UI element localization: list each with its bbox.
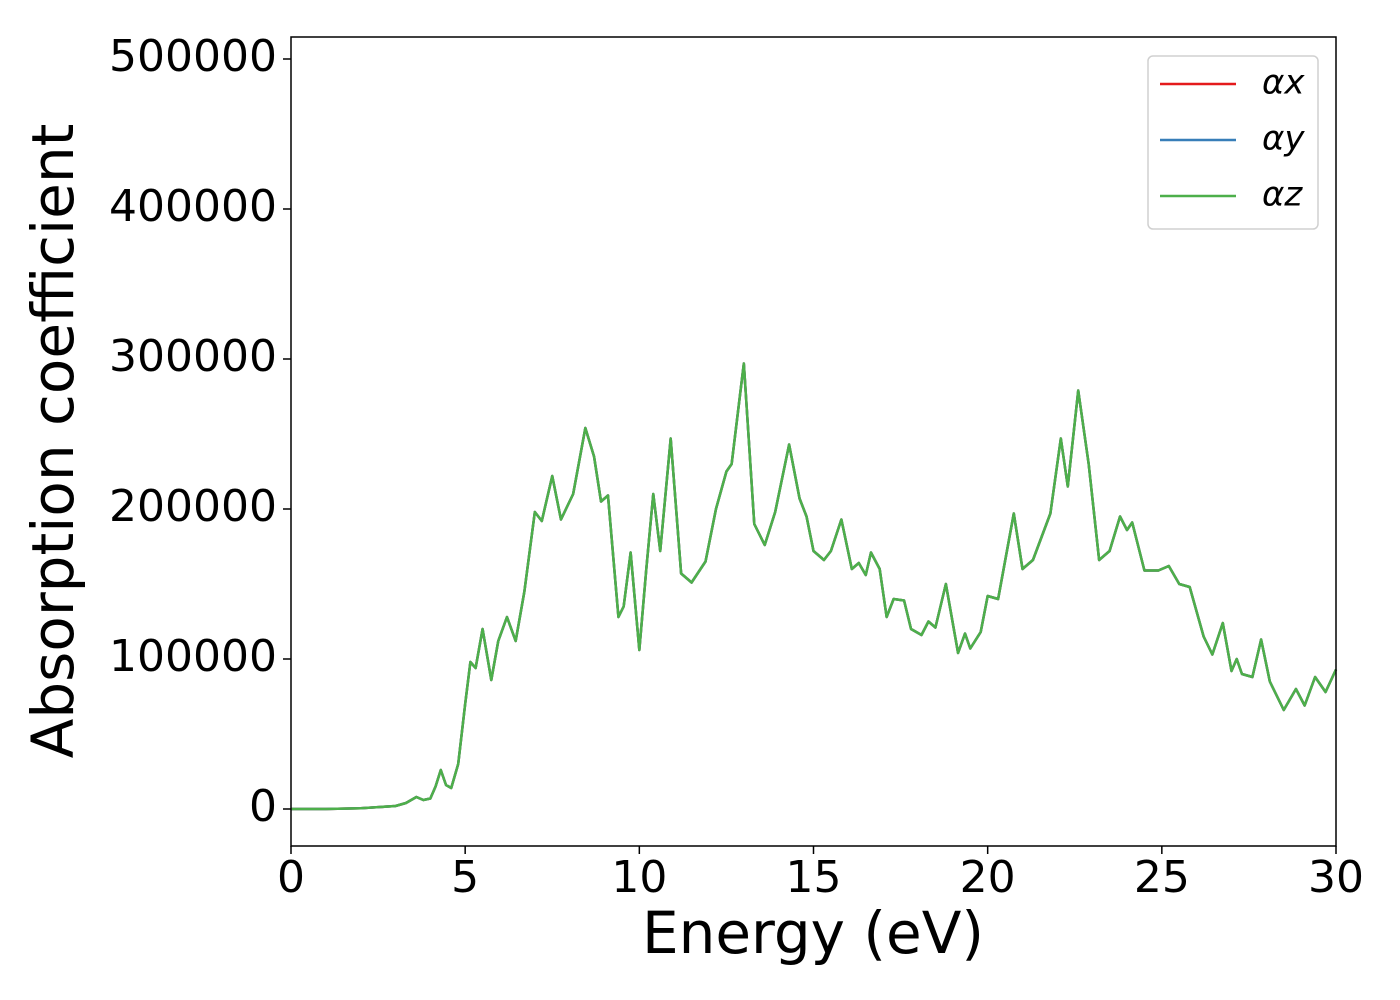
plot-frame <box>290 36 1337 847</box>
x-tick-label: 25 <box>1134 852 1190 903</box>
legend-label: αz <box>1262 175 1303 215</box>
data-line <box>291 362 1338 811</box>
legend-box <box>1147 55 1319 230</box>
x-tick-label: 20 <box>960 852 1016 903</box>
y-tick-label: 500000 <box>109 31 277 82</box>
x-tick-label: 15 <box>786 852 842 903</box>
y-tick-label: 0 <box>249 781 277 832</box>
y-tick-label: 400000 <box>109 181 277 232</box>
y-tick-label: 300000 <box>109 331 277 382</box>
y-axis-label: Absorption coefficient <box>19 124 87 759</box>
x-axis-label: Energy (eV) <box>642 899 984 967</box>
y-tick-label: 100000 <box>109 631 277 682</box>
legend-label: αy <box>1262 119 1305 159</box>
x-tick-label: 0 <box>277 852 305 903</box>
y-tick-label: 200000 <box>109 481 277 532</box>
x-tick-label: 30 <box>1308 852 1364 903</box>
legend-label: αx <box>1262 63 1305 103</box>
x-tick-label: 5 <box>451 852 479 903</box>
x-tick-label: 10 <box>611 852 667 903</box>
